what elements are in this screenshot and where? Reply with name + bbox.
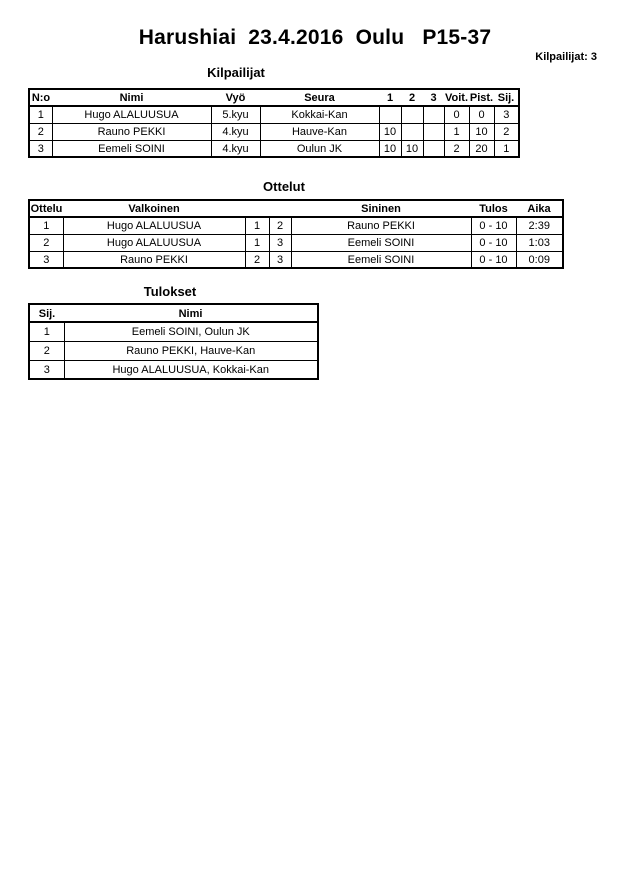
column-header-club: Seura (260, 89, 379, 107)
cell-match-no: 1 (28, 216, 64, 235)
cell-club: Hauve-Kan (259, 122, 380, 141)
column-header-result: Tulos (471, 200, 516, 218)
section-heading-matches: Ottelut (263, 179, 305, 194)
cell-result: 0 - 10 (470, 233, 517, 252)
cell-belt: 4.kyu (210, 122, 261, 141)
result-row: 3 Hugo ALALUUSUA, Kokkai-Kan (28, 359, 319, 380)
cell-match-no: 2 (28, 233, 64, 252)
cell-name: Eemeli SOINI (51, 139, 212, 158)
column-header-belt: Vyö (211, 89, 260, 107)
cell-white-no: 1 (244, 216, 270, 235)
competitors-header-row: N:o Nimi Vyö Seura 1 2 3 Voit. Pist. Sij… (29, 89, 519, 107)
competitor-row: 1 Hugo ALALUUSUA 5.kyu Kokkai-Kan 0 0 3 (28, 105, 520, 124)
cell-round2: 10 (400, 139, 424, 158)
column-header-match: Ottelu (29, 200, 63, 218)
column-header-name: Nimi (64, 304, 318, 323)
match-row: 1 Hugo ALALUUSUA 1 2 Rauno PEKKI 0 - 10 … (28, 216, 564, 235)
cell-round1: 10 (378, 139, 402, 158)
column-header-no: N:o (29, 89, 52, 107)
competitor-row: 3 Eemeli SOINI 4.kyu Oulun JK 10 10 2 20… (28, 139, 520, 158)
cell-white-name: Hugo ALALUUSUA (62, 216, 246, 235)
cell-wins: 1 (443, 122, 470, 141)
cell-result: 0 - 10 (470, 216, 517, 235)
cell-round2 (400, 122, 424, 141)
cell-club: Kokkai-Kan (259, 105, 380, 124)
matches-table: Ottelu Valkoinen Sininen Tulos Aika 1 Hu… (28, 199, 564, 269)
results-header-row: Sij. Nimi (29, 304, 318, 323)
cell-points: 20 (468, 139, 495, 158)
match-row: 3 Rauno PEKKI 2 3 Eemeli SOINI 0 - 10 0:… (28, 250, 564, 269)
cell-name: Eemeli SOINI, Oulun JK (63, 321, 319, 342)
column-header-wins: Voit. (444, 89, 469, 107)
cell-place: 1 (493, 139, 520, 158)
match-row: 2 Hugo ALALUUSUA 1 3 Eemeli SOINI 0 - 10… (28, 233, 564, 252)
section-heading-results: Tulokset (143, 284, 197, 299)
cell-round1 (378, 105, 402, 124)
cell-wins: 0 (443, 105, 470, 124)
cell-place: 2 (28, 340, 65, 361)
cell-round3 (422, 139, 445, 158)
column-header-points: Pist. (469, 89, 494, 107)
cell-blue-no: 2 (268, 216, 292, 235)
competitor-count: Kilpailijat: 3 (535, 51, 597, 63)
cell-white-no: 2 (244, 250, 270, 269)
cell-name: Hugo ALALUUSUA (51, 105, 212, 124)
cell-place: 2 (493, 122, 520, 141)
column-header-time: Aika (516, 200, 563, 218)
competitors-table: N:o Nimi Vyö Seura 1 2 3 Voit. Pist. Sij… (28, 88, 520, 158)
cell-points: 10 (468, 122, 495, 141)
cell-blue-no: 3 (268, 233, 292, 252)
cell-blue-no: 3 (268, 250, 292, 269)
competitor-row: 2 Rauno PEKKI 4.kyu Hauve-Kan 10 1 10 2 (28, 122, 520, 141)
cell-time: 0:09 (515, 250, 564, 269)
cell-round1: 10 (378, 122, 402, 141)
column-header-round3: 3 (423, 89, 444, 107)
cell-wins: 2 (443, 139, 470, 158)
cell-time: 1:03 (515, 233, 564, 252)
column-header-name: Nimi (52, 89, 211, 107)
cell-place: 1 (28, 321, 65, 342)
page-title: Harushiai 23.4.2016 Oulu P15-37 (138, 26, 492, 49)
cell-white-name: Rauno PEKKI (62, 250, 246, 269)
cell-points: 0 (468, 105, 495, 124)
cell-place: 3 (28, 359, 65, 380)
column-header-white: Valkoinen (63, 200, 245, 218)
section-heading-competitors: Kilpailijat (207, 65, 265, 80)
cell-no: 3 (28, 139, 53, 158)
cell-name: Rauno PEKKI, Hauve-Kan (63, 340, 319, 361)
cell-no: 2 (28, 122, 53, 141)
cell-white-no: 1 (244, 233, 270, 252)
cell-name: Rauno PEKKI (51, 122, 212, 141)
cell-place: 3 (493, 105, 520, 124)
cell-round2 (400, 105, 424, 124)
cell-belt: 4.kyu (210, 139, 261, 158)
column-header-place: Sij. (29, 304, 64, 323)
cell-white-name: Hugo ALALUUSUA (62, 233, 246, 252)
results-table: Sij. Nimi 1 Eemeli SOINI, Oulun JK 2 Rau… (28, 303, 319, 380)
cell-match-no: 3 (28, 250, 64, 269)
column-header-spacer (245, 200, 269, 218)
column-header-round2: 2 (401, 89, 423, 107)
matches-header-row: Ottelu Valkoinen Sininen Tulos Aika (29, 200, 563, 218)
cell-name: Hugo ALALUUSUA, Kokkai-Kan (63, 359, 319, 380)
cell-no: 1 (28, 105, 53, 124)
cell-blue-name: Rauno PEKKI (290, 216, 472, 235)
cell-belt: 5.kyu (210, 105, 261, 124)
cell-round3 (422, 105, 445, 124)
column-header-blue: Sininen (291, 200, 471, 218)
column-header-round1: 1 (379, 89, 401, 107)
cell-blue-name: Eemeli SOINI (290, 250, 472, 269)
cell-club: Oulun JK (259, 139, 380, 158)
cell-time: 2:39 (515, 216, 564, 235)
cell-round3 (422, 122, 445, 141)
cell-result: 0 - 10 (470, 250, 517, 269)
cell-blue-name: Eemeli SOINI (290, 233, 472, 252)
result-row: 2 Rauno PEKKI, Hauve-Kan (28, 340, 319, 361)
result-row: 1 Eemeli SOINI, Oulun JK (28, 321, 319, 342)
column-header-place: Sij. (494, 89, 519, 107)
column-header-spacer (269, 200, 291, 218)
